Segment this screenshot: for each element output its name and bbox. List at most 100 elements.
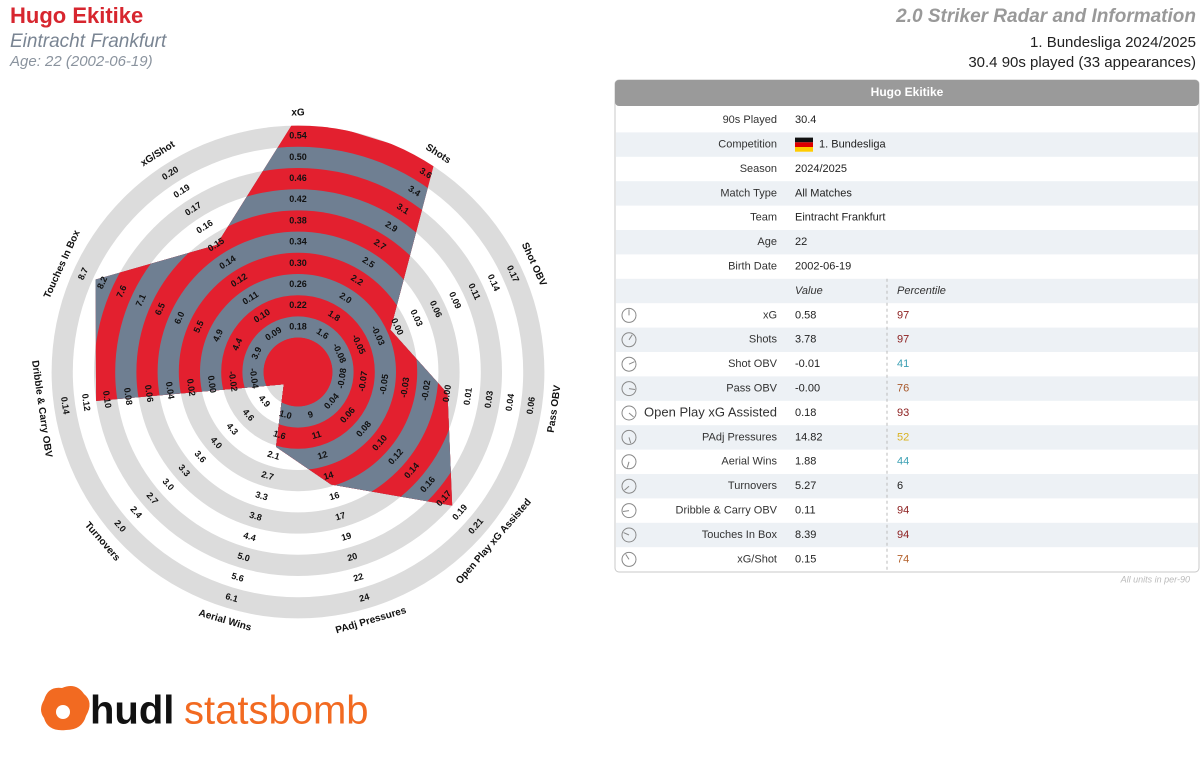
metric-value: 0.18 (795, 407, 816, 419)
metric-name: Aerial Wins (721, 456, 777, 468)
radar-tick-label: 0.46 (289, 173, 307, 183)
row-shade (616, 327, 1198, 352)
row-shade (616, 522, 1198, 548)
row-label: Season (740, 163, 777, 175)
radar-tick-label: 1.6 (272, 428, 287, 441)
column-header: Value (795, 285, 823, 297)
radar-tick-label: 0.38 (289, 215, 307, 225)
radar-tick-label: 2.1 (266, 449, 281, 462)
report-title: 2.0 Striker Radar and Information (895, 6, 1196, 27)
row-label: 90s Played (723, 114, 777, 126)
metric-value: 8.39 (795, 529, 816, 541)
radar-tick-label: 6.0 (172, 310, 186, 326)
metric-value: 1.88 (795, 456, 816, 468)
radar-axis-label: Pass OBV (546, 384, 564, 433)
radar-tick-label: 6.1 (224, 591, 239, 604)
table-header-bg (615, 80, 1199, 106)
metric-percentile: 74 (897, 553, 909, 565)
radar-tick-label: 1.0 (278, 408, 293, 421)
radar-tick-label: 2.7 (260, 469, 275, 482)
competition-line: 1. Bundesliga 2024/2025 (1030, 34, 1196, 51)
radar-tick-label: 3.9 (249, 345, 263, 361)
radar-tick-label: 19 (340, 530, 352, 542)
row-label: Match Type (720, 187, 777, 199)
metric-icon (621, 527, 637, 543)
row-shade (616, 230, 1198, 255)
radar-tick-label: -0.07 (356, 370, 369, 392)
logo-hudl: hudl (90, 689, 174, 733)
row-value: 22 (795, 236, 807, 248)
metric-icon (621, 332, 637, 348)
metric-percentile: 94 (897, 505, 909, 517)
age-line: Age: 22 (2002-06-19) (9, 53, 153, 70)
radar-tick-label: 5.5 (191, 319, 205, 335)
metric-name: Shot OBV (728, 358, 778, 370)
row-value: Eintracht Frankfurt (795, 212, 885, 224)
radar-tick-label: 0.01 (462, 387, 474, 406)
metric-value: 3.78 (795, 334, 816, 346)
radar-tick-label: 16 (328, 490, 340, 502)
logo-statsbomb: statsbomb (184, 689, 369, 733)
metric-icon (621, 405, 637, 421)
metric-icon-needle (628, 412, 634, 418)
radar-tick-label: 9 (307, 409, 315, 420)
radar-tick-label: 0.10 (101, 390, 113, 409)
radar-tick-label: 0.00 (441, 384, 453, 403)
metric-percentile: 52 (897, 431, 909, 443)
radar-tick-label: 3.3 (254, 489, 269, 502)
radar-tick-label: 12 (316, 449, 328, 461)
radar-tick-label: 0.14 (59, 396, 71, 415)
flag-stripe (795, 137, 813, 143)
metric-percentile: 41 (897, 358, 909, 370)
metric-percentile: 44 (897, 456, 909, 468)
metric-icon-needle (628, 437, 632, 444)
metric-value: 14.82 (795, 431, 823, 443)
metric-name: Pass OBV (726, 383, 777, 395)
radar-tick-label: -0.03 (398, 377, 411, 399)
row-value: All Matches (795, 187, 852, 199)
metric-percentile: 97 (897, 334, 909, 346)
radar-tick-label: 0.06 (525, 396, 537, 415)
radar-tick-label: 4.4 (230, 336, 244, 352)
metric-percentile: 97 (897, 309, 909, 321)
radar-tick-label: 0.04 (164, 381, 176, 400)
radar-tick-label: -0.04 (248, 367, 261, 389)
row-value: 1. Bundesliga (819, 139, 887, 151)
radar-axis-label: Dribble & Carry OBV (29, 360, 54, 459)
metric-percentile: 6 (897, 480, 903, 492)
metric-value: 0.11 (795, 505, 816, 517)
metric-percentile: 76 (897, 383, 909, 395)
radar-tick-label: 6.5 (153, 301, 167, 317)
radar-tick-label: 0.34 (289, 237, 307, 247)
metric-icon-needle (623, 532, 630, 536)
metric-name: Dribble & Carry OBV (676, 505, 778, 517)
radar-tick-label: 0.12 (80, 393, 92, 412)
metric-name: Shots (749, 334, 778, 346)
radar-tick-label: 0.03 (483, 390, 495, 409)
radar-tick-label: -0.02 (419, 380, 432, 402)
row-label: Competition (718, 139, 777, 151)
radar-tick-label: 0.26 (289, 279, 307, 289)
row-label: Age (757, 236, 777, 248)
radar-tick-label: 0.50 (289, 152, 307, 162)
metric-icon (621, 454, 637, 470)
row-label: Team (750, 212, 777, 224)
metric-name: Touches In Box (702, 529, 778, 541)
radar-tick-label: 0.04 (504, 393, 516, 412)
column-header: Percentile (897, 285, 946, 297)
metric-icon (621, 429, 637, 445)
metric-value: 0.58 (795, 309, 816, 321)
metric-percentile: 93 (897, 407, 909, 419)
radar-tick-label: -0.05 (378, 373, 391, 395)
radar-tick-label: 5.0 (236, 550, 251, 563)
radar-tick-label: 0.00 (206, 375, 218, 394)
radar-tick-label: 4.9 (211, 328, 225, 344)
radar-tick-label: 0.30 (289, 258, 307, 268)
player-name: Hugo Ekitike (10, 3, 143, 28)
radar-tick-label: 20 (346, 551, 358, 563)
radar-tick-label: 7.1 (134, 292, 148, 308)
radar: 0.18 0.22 0.26 0.30 0.34 0.38 0.42 0.46 0.50 0.54… (29, 108, 564, 637)
metric-value: 0.15 (795, 553, 816, 565)
metric-icon-needle (628, 361, 635, 365)
